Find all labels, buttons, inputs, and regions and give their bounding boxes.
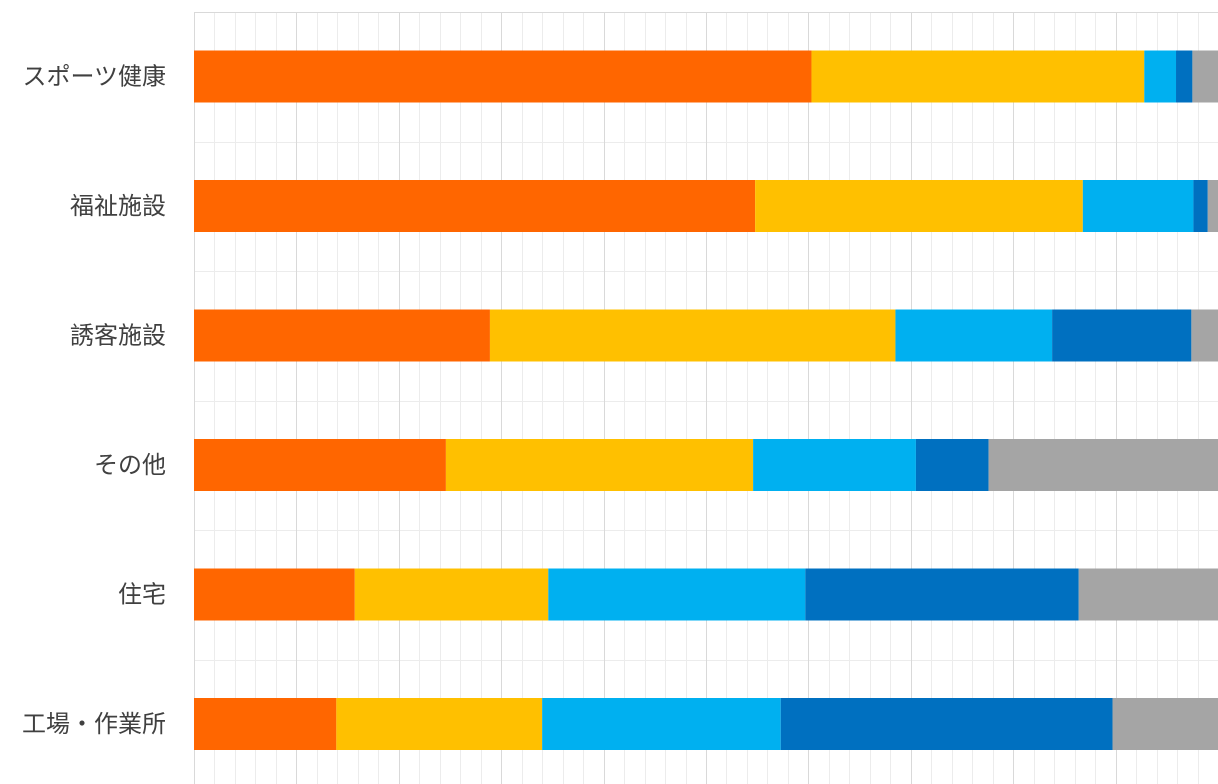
bar-segment-4-4: [915, 439, 989, 491]
bar-segment-2-3: [1082, 180, 1194, 232]
bar-segment-5-3: [548, 568, 806, 621]
bar-segments: [194, 50, 1218, 750]
bar-segment-1-3: [1144, 50, 1177, 103]
category-label: 福祉施設: [70, 192, 166, 220]
bar-segment-5-4: [805, 568, 1079, 621]
bar-segment-1-2: [811, 50, 1145, 103]
minor-gridlines: [194, 12, 1218, 784]
bar-segment-1-1: [194, 50, 812, 103]
bar-segment-6-4: [780, 698, 1113, 750]
bar-segment-5-2: [354, 568, 549, 621]
bar-segment-3-2: [489, 309, 896, 362]
bar-segment-3-3: [895, 309, 1053, 362]
bar-segment-2-4: [1193, 180, 1208, 232]
bar-segment-3-1: [194, 309, 490, 362]
category-label: その他: [94, 451, 166, 479]
bar-segment-3-5: [1191, 309, 1218, 362]
bar-segment-1-4: [1176, 50, 1193, 103]
bar-segment-2-5: [1207, 180, 1218, 232]
bar-segment-6-3: [542, 698, 781, 750]
major-gridlines: [194, 12, 1218, 784]
bar-segment-3-4: [1052, 309, 1192, 362]
bar-segment-5-1: [194, 568, 355, 621]
bar-segment-6-1: [194, 698, 337, 750]
category-label: 工場・作業所: [22, 710, 166, 738]
category-label: スポーツ健康: [22, 63, 166, 91]
bar-segment-5-5: [1078, 568, 1218, 621]
bar-segment-2-1: [194, 180, 756, 232]
bar-segment-6-5: [1112, 698, 1218, 750]
bar-segment-4-1: [194, 439, 446, 491]
bar-segment-2-2: [755, 180, 1083, 232]
bar-segment-4-3: [753, 439, 916, 491]
bar-segment-4-5: [988, 439, 1218, 491]
bar-segment-4-2: [445, 439, 754, 491]
category-label: 住宅: [118, 581, 166, 609]
category-label: 誘客施設: [70, 322, 166, 350]
bar-segment-6-2: [336, 698, 543, 750]
bar-segment-1-5: [1192, 50, 1218, 103]
